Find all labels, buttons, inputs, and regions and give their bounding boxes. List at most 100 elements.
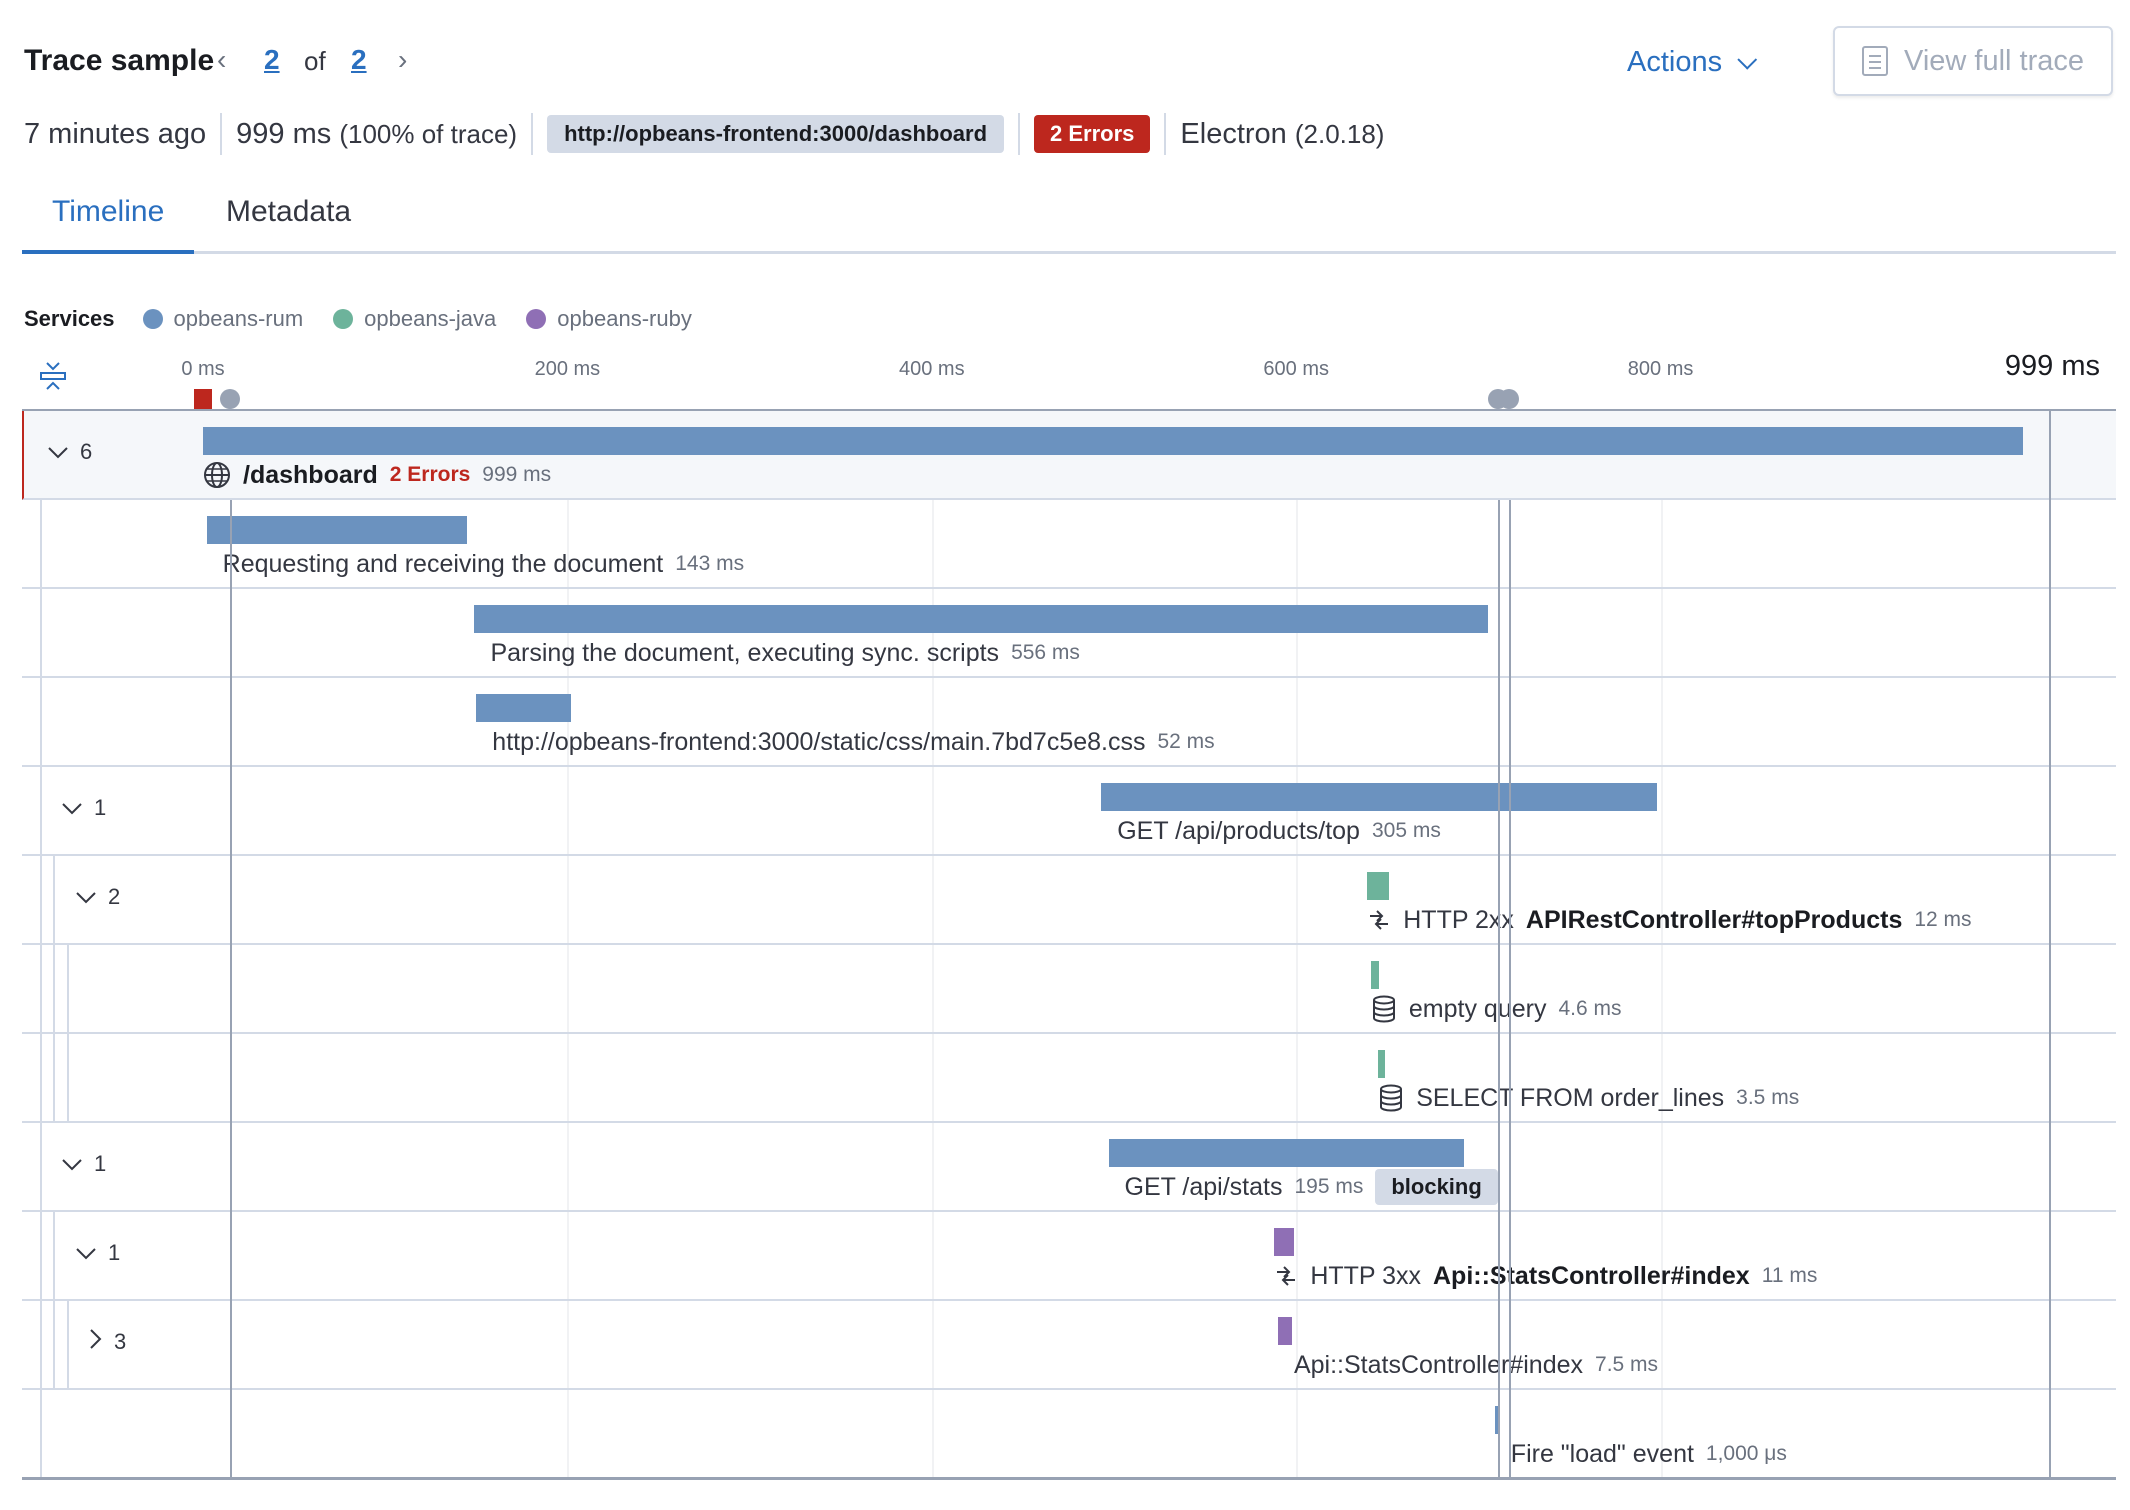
chevron-down-icon [1737, 49, 1758, 70]
divider [1164, 113, 1167, 155]
expand-toggle[interactable]: 6 [48, 439, 92, 465]
child-count: 2 [108, 884, 121, 909]
agent-marker[interactable] [220, 389, 241, 409]
actions-menu-button[interactable]: Actions [1627, 46, 1758, 79]
legend-label: opbeans-ruby [557, 306, 692, 331]
span-name: empty query [1408, 994, 1547, 1023]
legend-item-opbeans-rum: opbeans-rum [142, 306, 303, 332]
span-name: APIRestController#topProducts [1525, 905, 1903, 934]
span-duration: 11 ms [1761, 1264, 1818, 1287]
collapse-all-icon[interactable] [38, 360, 68, 392]
span-bar[interactable] [476, 694, 572, 722]
waterfall-row[interactable] [22, 945, 2116, 1034]
current-page-link[interactable]: 2 [264, 44, 280, 75]
agent-version: (2.0.18) [1294, 118, 1385, 149]
span-bar[interactable] [1370, 961, 1380, 989]
waterfall-row[interactable] [22, 500, 2116, 589]
services-label: Services [24, 306, 115, 331]
waterfall-row[interactable] [22, 1390, 2116, 1479]
tab-metadata[interactable]: Metadata [226, 195, 352, 228]
axis-tick-label: 800 ms [1627, 358, 1694, 380]
span-duration: 556 ms [1011, 641, 1080, 664]
legend-item-opbeans-java: opbeans-java [333, 306, 496, 332]
span-name: GET /api/stats [1124, 1172, 1283, 1201]
span-bar[interactable] [203, 427, 2024, 455]
agent-mark-line [1509, 500, 1512, 1479]
tree-guide-line [53, 1212, 55, 1390]
previous-sample-button[interactable]: ‹ [217, 44, 227, 75]
next-sample-button[interactable]: › [398, 44, 408, 75]
span-label: GET /api/stats 195 ms blocking [1125, 1169, 1498, 1205]
waterfall-row[interactable] [22, 856, 2116, 945]
span-duration: 4.6 ms [1558, 997, 1622, 1020]
axis-line [22, 409, 2116, 412]
span-bar[interactable] [1494, 1406, 1499, 1434]
database-icon [1371, 995, 1397, 1023]
span-name: GET /api/products/top [1117, 816, 1360, 845]
axis-tick-label: 400 ms [899, 358, 965, 380]
agent-marker[interactable] [1499, 389, 1520, 409]
chevron-down-icon [76, 884, 96, 910]
span-duration: 7.5 ms [1595, 1353, 1659, 1376]
span-label: Parsing the document, executing sync. sc… [490, 635, 1079, 671]
child-count: 6 [80, 439, 93, 464]
span-duration: 1,000 μs [1705, 1442, 1787, 1465]
span-name: Api::StatsController#index [1433, 1261, 1750, 1290]
tree-guide-line [53, 856, 55, 1123]
axis-tick-label: 200 ms [534, 358, 601, 380]
span-duration: 12 ms [1914, 908, 1972, 931]
chevron-down-icon [48, 439, 68, 465]
divider [531, 113, 534, 155]
span-bar[interactable] [474, 605, 1488, 633]
axis-tick-label: 600 ms [1263, 358, 1329, 380]
view-full-trace-button[interactable]: View full trace [1833, 26, 2113, 96]
span-bar[interactable] [1367, 872, 1390, 900]
span-bar[interactable] [1108, 1139, 1464, 1167]
agent-mark-line [230, 500, 233, 1479]
globe-icon [203, 461, 231, 489]
exchange-icon [1367, 908, 1391, 932]
expand-toggle[interactable]: 1 [62, 1151, 106, 1177]
child-count: 1 [94, 1151, 107, 1176]
waterfall-row[interactable] [22, 678, 2116, 767]
span-duration: 3.5 ms [1736, 1086, 1800, 1109]
waterfall-row[interactable] [22, 1034, 2116, 1123]
trace-summary: 7 minutes ago 999 ms (100% of trace) htt… [24, 113, 1385, 155]
waterfall-row[interactable] [22, 1123, 2116, 1212]
span-bar[interactable] [1101, 783, 1657, 811]
error-marker[interactable] [194, 389, 212, 409]
span-bar[interactable] [1277, 1317, 1292, 1345]
waterfall-row[interactable] [22, 767, 2116, 856]
span-bar[interactable] [1378, 1050, 1385, 1078]
actions-label: Actions [1627, 46, 1723, 78]
waterfall-row[interactable] [22, 1301, 2116, 1390]
total-pages-link[interactable]: 2 [351, 44, 367, 75]
expand-toggle[interactable]: 1 [76, 1240, 120, 1266]
span-duration: 999 ms [482, 463, 552, 486]
waterfall-row[interactable] [22, 1212, 2116, 1301]
expand-toggle[interactable]: 1 [62, 795, 106, 821]
agent-mark-line [1498, 500, 1501, 1479]
errors-badge[interactable]: 2 Errors [1034, 115, 1151, 153]
tab-timeline[interactable]: Timeline [22, 190, 195, 254]
http-status: HTTP 3xx [1310, 1261, 1421, 1290]
span-label: /dashboard 2 Errors 999 ms [203, 457, 551, 493]
span-label: GET /api/products/top 305 ms [1117, 813, 1441, 849]
agent-name: Electron [1180, 117, 1287, 150]
expand-toggle[interactable]: 2 [76, 884, 120, 910]
axis-tick-label: 0 ms [181, 358, 225, 380]
duration: 999 ms [236, 117, 332, 150]
waterfall-row[interactable] [22, 411, 2116, 500]
waterfall-row[interactable] [22, 589, 2116, 678]
tree-guide-line [40, 500, 42, 1479]
span-bar[interactable] [1274, 1228, 1295, 1256]
service-dot-icon [142, 309, 163, 329]
page-title: Trace sample [24, 44, 215, 77]
tree-guide-line [67, 945, 69, 1123]
document-icon [1862, 46, 1888, 76]
span-bar[interactable] [206, 516, 468, 544]
expand-toggle[interactable]: 3 [90, 1329, 126, 1355]
span-duration: 143 ms [675, 552, 745, 575]
divider [220, 113, 223, 155]
span-duration: 52 ms [1157, 730, 1215, 753]
